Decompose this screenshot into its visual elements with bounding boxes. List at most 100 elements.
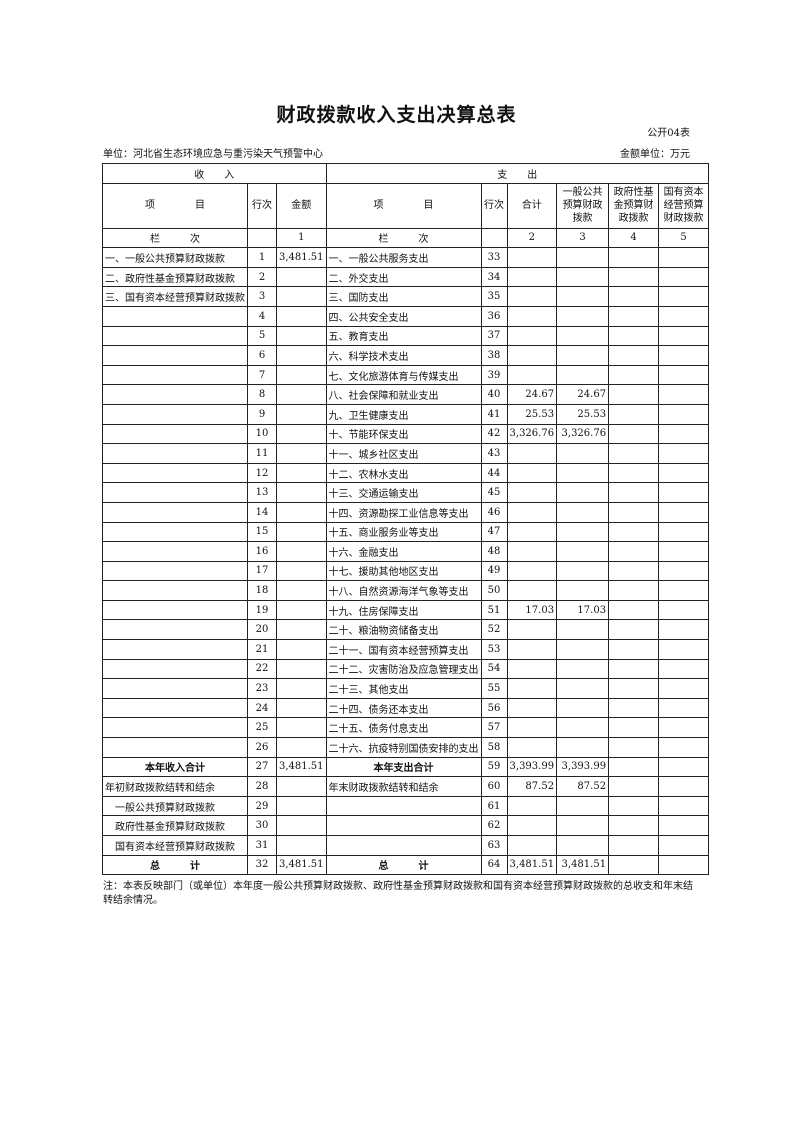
expense-line: 43	[480, 443, 508, 464]
income-line: 15	[247, 521, 277, 543]
gov-fund	[608, 854, 660, 876]
income-line: 10	[247, 423, 277, 445]
gov-fund	[608, 737, 660, 758]
state-capital	[658, 756, 710, 778]
expense-item: 二十、粮油物资储备支出	[325, 619, 482, 641]
expense-item: 十二、农林水支出	[325, 462, 482, 484]
state-capital	[658, 815, 710, 836]
total	[506, 737, 558, 758]
total	[506, 305, 558, 327]
state-capital	[658, 795, 710, 817]
expense-line: 47	[480, 521, 508, 543]
expense-line: 62	[480, 815, 508, 836]
total	[506, 266, 558, 288]
income-item: 一般公共预算财政拨款	[102, 795, 248, 817]
income-item	[102, 501, 248, 523]
total	[506, 325, 558, 347]
income-amount: 3,481.51	[276, 854, 327, 876]
state-capital	[658, 599, 710, 621]
col-amount: 金额	[276, 182, 327, 229]
col-number: 4	[608, 227, 660, 249]
state-capital	[658, 658, 710, 680]
gov-fund	[608, 501, 660, 523]
gov-fund	[608, 678, 660, 699]
income-amount	[276, 521, 327, 543]
expense-line: 59	[480, 756, 508, 778]
expense-line: 41	[480, 403, 508, 425]
income-line: 16	[247, 541, 277, 562]
income-line: 5	[247, 325, 277, 347]
income-line: 31	[247, 835, 277, 856]
income-amount	[276, 815, 327, 836]
expense-line: 45	[480, 482, 508, 503]
income-item: 二、政府性基金预算财政拨款	[102, 266, 248, 288]
general-budget	[556, 619, 610, 641]
expense-line: 51	[480, 599, 508, 621]
table-row: 12 十二、农林水支出 44	[102, 462, 710, 484]
gov-fund	[608, 639, 660, 660]
income-item: 总 计	[102, 854, 248, 876]
gov-fund	[608, 384, 660, 405]
general-budget	[556, 364, 610, 386]
table-row: 24 二十四、债务还本支出 56	[102, 697, 710, 719]
expense-line: 55	[480, 678, 508, 699]
col-number: 2	[506, 227, 558, 249]
income-amount	[276, 541, 327, 562]
general-budget	[556, 443, 610, 464]
expense-item: 十四、资源勘探工业信息等支出	[325, 501, 482, 523]
income-line: 3	[247, 286, 277, 307]
income-amount: 3,481.51	[276, 756, 327, 778]
expense-item: 十九、住房保障支出	[325, 599, 482, 621]
table-row: 23 二十三、其他支出 55	[102, 678, 710, 699]
gov-fund	[608, 560, 660, 582]
state-capital	[658, 462, 710, 484]
table-row: 10 十、节能环保支出 42 3,326.76 3,326.76	[102, 423, 710, 445]
total	[506, 541, 558, 562]
income-line: 29	[247, 795, 277, 817]
general-budget: 25.53	[556, 403, 610, 425]
state-capital	[658, 835, 710, 856]
general-budget	[556, 678, 610, 699]
income-line: 19	[247, 599, 277, 621]
budget-table: 收 入支 出 项 目 行次 金额 项 目 行次 合计 一般公共预算财政拨款 政府…	[102, 163, 710, 876]
table-row: 22 二十二、灾害防治及应急管理支出 54	[102, 658, 710, 680]
col-number: 5	[658, 227, 710, 249]
table-row: 19 十九、住房保障支出 51 17.03 17.03	[102, 599, 710, 621]
state-capital	[658, 423, 710, 445]
general-budget	[556, 815, 610, 836]
income-line: 2	[247, 266, 277, 288]
expense-item: 七、文化旅游体育与传媒支出	[325, 364, 482, 386]
expense-item: 一、一般公共服务支出	[325, 247, 482, 268]
state-capital	[658, 697, 710, 719]
income-amount	[276, 639, 327, 660]
col-gov-fund: 政府性基金预算财政拨款	[608, 182, 660, 229]
expense-line: 52	[480, 619, 508, 641]
table-row: 20 二十、粮油物资储备支出 52	[102, 619, 710, 641]
state-capital	[658, 384, 710, 405]
col-line: 行次	[247, 182, 277, 229]
empty-cell	[247, 227, 277, 249]
general-budget	[556, 580, 610, 601]
general-budget	[556, 286, 610, 307]
total	[506, 717, 558, 739]
expense-item	[325, 835, 482, 856]
expense-line: 50	[480, 580, 508, 601]
income-amount	[276, 443, 327, 464]
income-item	[102, 580, 248, 601]
table-row: 国有资本经营预算财政拨款 31 63	[102, 835, 710, 856]
col-item: 项 目	[325, 182, 482, 229]
total	[506, 247, 558, 268]
gov-fund	[608, 599, 660, 621]
footnote: 注：本表反映部门（或单位）本年度一般公共预算财政拨款、政府性基金预算财政拨款和国…	[103, 881, 693, 906]
total: 3,326.76	[506, 423, 558, 445]
state-capital	[658, 639, 710, 660]
expense-header: 支 出	[325, 163, 710, 184]
gov-fund	[608, 697, 660, 719]
total: 3,393.99	[506, 756, 558, 778]
income-item	[102, 717, 248, 739]
expense-line: 61	[480, 795, 508, 817]
general-budget	[556, 639, 610, 660]
col-label: 栏 次	[102, 227, 248, 249]
total	[506, 795, 558, 817]
expense-line: 64	[480, 854, 508, 876]
